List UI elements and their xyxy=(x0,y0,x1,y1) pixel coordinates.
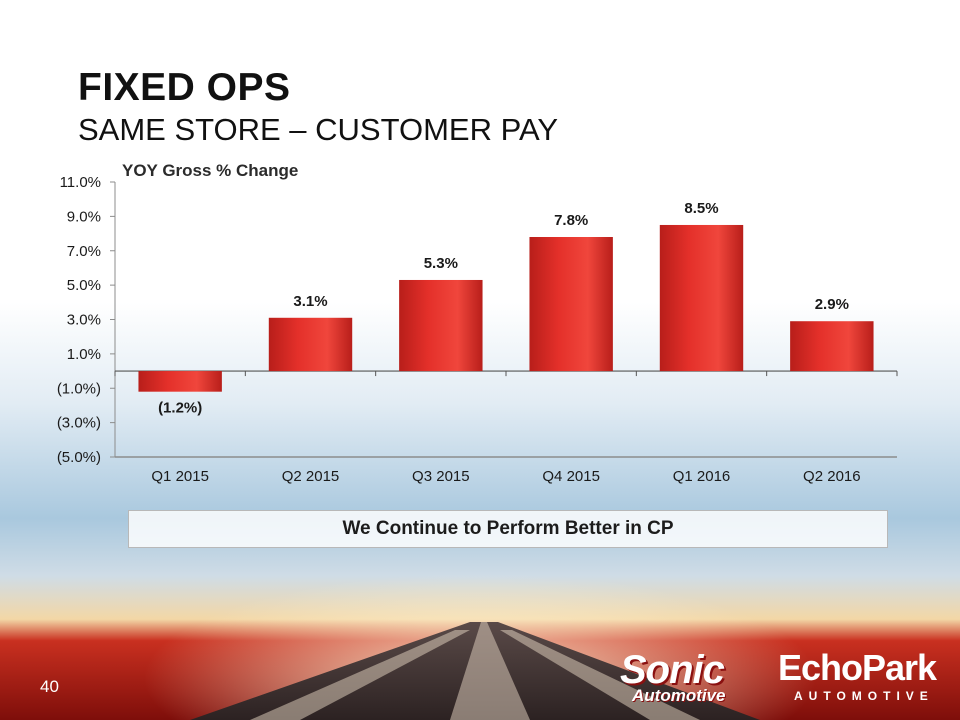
y-tick-label: 3.0% xyxy=(67,312,101,329)
data-label: (1.2%) xyxy=(158,400,202,417)
y-tick-label: (5.0%) xyxy=(57,449,101,466)
y-tick-label: (1.0%) xyxy=(57,380,101,397)
category-label: Q1 2016 xyxy=(673,468,731,485)
echopark-logo: EchoPark AUTOMOTIVE xyxy=(778,648,950,708)
category-label: Q1 2015 xyxy=(151,468,209,485)
chart-title: YOY Gross % Change xyxy=(122,161,299,180)
y-tick-label: 9.0% xyxy=(67,208,101,225)
data-label: 7.8% xyxy=(554,212,588,229)
bar xyxy=(790,321,874,372)
sonic-logo-subtext: Automotive xyxy=(632,686,726,705)
page-number: 40 xyxy=(40,677,59,696)
y-tick-label: (3.0%) xyxy=(57,415,101,432)
y-tick-label: 11.0% xyxy=(60,174,101,191)
category-label: Q2 2015 xyxy=(282,468,340,485)
slide-title: FIXED OPS xyxy=(78,66,291,109)
echopark-logo-subtext: AUTOMOTIVE xyxy=(794,689,934,703)
echopark-logo-text: EchoPark xyxy=(778,647,937,688)
y-tick-label: 5.0% xyxy=(67,277,101,294)
y-tick-label: 7.0% xyxy=(67,243,101,260)
bar xyxy=(399,279,483,372)
bar xyxy=(138,371,222,392)
sonic-logo-text: Sonic xyxy=(620,648,725,692)
sonic-automotive-logo: Sonic Automotive xyxy=(612,648,760,708)
bar xyxy=(659,224,744,372)
category-label: Q3 2015 xyxy=(412,468,470,485)
data-label: 8.5% xyxy=(684,200,718,217)
callout-text: We Continue to Perform Better in CP xyxy=(342,518,674,539)
bar xyxy=(268,317,353,372)
bar xyxy=(529,237,613,372)
data-label: 5.3% xyxy=(424,255,458,272)
callout-box: We Continue to Perform Better in CP xyxy=(128,510,888,548)
y-tick-label: 1.0% xyxy=(67,346,101,363)
data-label: 3.1% xyxy=(293,293,327,310)
category-label: Q4 2015 xyxy=(542,468,600,485)
data-label: 2.9% xyxy=(815,296,849,313)
category-label: Q2 2016 xyxy=(803,468,861,485)
slide-subtitle: SAME STORE – CUSTOMER PAY xyxy=(78,112,559,147)
